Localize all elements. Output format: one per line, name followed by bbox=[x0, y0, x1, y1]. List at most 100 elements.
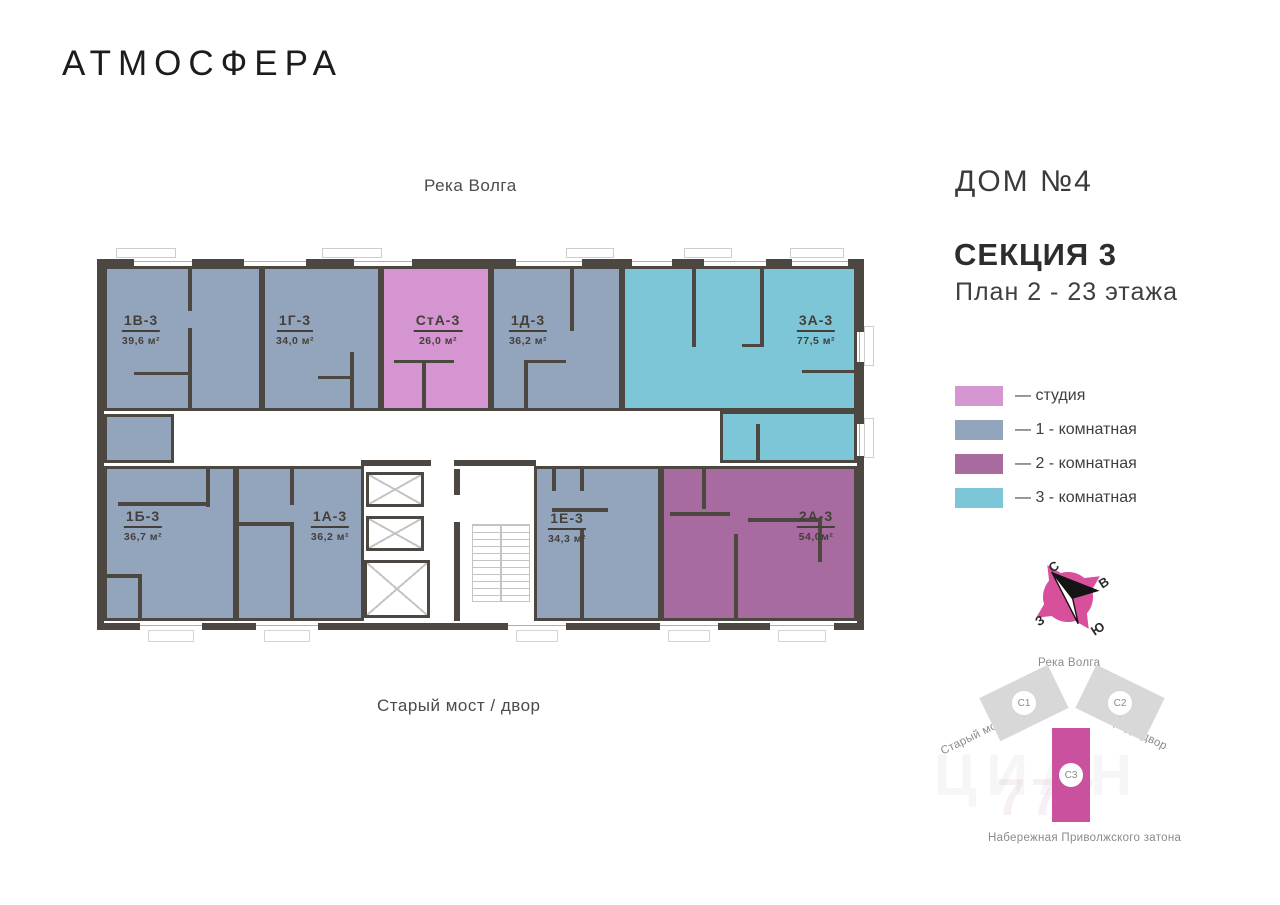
interior-wall bbox=[528, 360, 566, 363]
floors-subtitle: План 2 - 23 этажа bbox=[955, 278, 1178, 306]
apartment-label-1g: 1Г-3 34,0 м² bbox=[276, 312, 314, 347]
balcony bbox=[778, 630, 826, 642]
interior-wall bbox=[118, 502, 206, 506]
apartment-area: 77,5 м² bbox=[796, 335, 836, 347]
legend-item-studio: — студия bbox=[955, 384, 1215, 408]
apartment-area: 39,6 м² bbox=[121, 335, 161, 347]
legend-swatch-studio bbox=[955, 386, 1003, 406]
window bbox=[704, 259, 766, 266]
apartment-name: 1Е-3 bbox=[548, 510, 586, 530]
legend: — студия — 1 - комнатная — 2 - комнатная… bbox=[955, 384, 1215, 520]
interior-wall bbox=[236, 522, 292, 526]
balcony bbox=[668, 630, 710, 642]
window-sill bbox=[566, 248, 614, 258]
apartment-1v[interactable] bbox=[104, 266, 262, 411]
legend-swatch-2room bbox=[955, 454, 1003, 474]
apartment-1a[interactable] bbox=[236, 466, 364, 621]
interior-wall bbox=[524, 360, 528, 411]
balcony bbox=[516, 630, 558, 642]
legend-item-1room: — 1 - комнатная bbox=[955, 418, 1215, 442]
apartment-area: 36,7 м² bbox=[123, 531, 163, 543]
legend-item-3room: — 3 - комнатная bbox=[955, 486, 1215, 510]
apartment-label-1a: 1А-3 36,2 м² bbox=[310, 508, 350, 543]
river-label: Река Волга bbox=[424, 176, 517, 195]
legend-label-2room: — 2 - комнатная bbox=[1015, 455, 1137, 472]
interior-wall bbox=[734, 534, 738, 621]
apartment-name: 2А-3 bbox=[796, 508, 836, 528]
window bbox=[857, 424, 864, 456]
interior-wall bbox=[552, 469, 556, 491]
window bbox=[792, 259, 848, 266]
apartment-label-3a: 3А-3 77,5 м² bbox=[796, 312, 836, 347]
interior-wall bbox=[138, 574, 142, 621]
interior-wall bbox=[134, 372, 188, 375]
apartment-2a[interactable] bbox=[661, 466, 857, 621]
apartment-label-2a: 2А-3 54,0м² bbox=[796, 508, 836, 543]
apartment-3a[interactable] bbox=[622, 266, 857, 411]
apartment-label-sta: СтА-3 26,0 м² bbox=[413, 312, 463, 347]
apartment-name: 1Б-3 bbox=[123, 508, 163, 528]
corridor-wall bbox=[361, 460, 431, 466]
watermark-text: ЦИАН bbox=[934, 743, 1142, 808]
interior-wall bbox=[670, 512, 730, 516]
apartment-name: 1Д-3 bbox=[508, 312, 548, 332]
interior-wall bbox=[552, 508, 608, 512]
interior-wall bbox=[350, 352, 354, 411]
legend-item-2room: — 2 - комнатная bbox=[955, 452, 1215, 476]
window bbox=[660, 623, 718, 630]
building-badge: С3 bbox=[1059, 763, 1083, 787]
interior-wall bbox=[394, 360, 454, 363]
elevator-shaft bbox=[364, 560, 430, 618]
apartment-area: 36,2 м² bbox=[310, 531, 350, 543]
compass-east-label: В bbox=[1096, 574, 1112, 592]
interior-wall bbox=[702, 469, 706, 509]
interior-wall bbox=[290, 522, 294, 621]
apartment-area: 54,0м² bbox=[798, 531, 834, 543]
interior-wall bbox=[206, 469, 210, 507]
interior-wall bbox=[290, 469, 294, 505]
interior-wall bbox=[107, 574, 141, 578]
window bbox=[516, 259, 582, 266]
legend-swatch-3room bbox=[955, 488, 1003, 508]
apartment-area: 34,0 м² bbox=[275, 335, 315, 347]
elevator-shaft bbox=[366, 516, 424, 551]
apartment-name: СтА-3 bbox=[413, 312, 463, 332]
window-sill bbox=[790, 248, 844, 258]
siteplan-river-label: Река Волга bbox=[1038, 657, 1101, 669]
interior-wall bbox=[318, 376, 350, 379]
interior-wall bbox=[818, 518, 822, 562]
apartment-sta[interactable] bbox=[381, 266, 491, 411]
apartment-label-1b: 1Б-3 36,7 м² bbox=[123, 508, 163, 543]
window bbox=[244, 259, 306, 266]
window bbox=[770, 623, 834, 630]
compass-needle-dark bbox=[1051, 571, 1100, 599]
apartment-name: 1В-3 bbox=[121, 312, 161, 332]
legend-label-3room: — 3 - комнатная bbox=[1015, 489, 1137, 506]
interior-wall bbox=[570, 269, 574, 331]
window bbox=[354, 259, 412, 266]
apartment-1v-annex[interactable] bbox=[104, 414, 174, 463]
apartment-1b[interactable] bbox=[104, 466, 236, 621]
balcony bbox=[148, 630, 194, 642]
apartment-1e[interactable] bbox=[534, 466, 661, 621]
window bbox=[857, 332, 864, 362]
siteplan-building-c3-active[interactable]: С3 bbox=[1052, 728, 1090, 822]
legend-label-1room: — 1 - комнатная bbox=[1015, 421, 1137, 438]
apartment-1g[interactable] bbox=[262, 266, 381, 411]
apartment-label-1d: 1Д-3 36,2 м² bbox=[508, 312, 548, 347]
interior-wall bbox=[580, 469, 584, 491]
apartment-3a-annex[interactable] bbox=[720, 411, 857, 463]
legend-swatch-1room bbox=[955, 420, 1003, 440]
window-sill bbox=[864, 326, 874, 366]
elevator-shaft bbox=[366, 472, 424, 507]
window-sill bbox=[322, 248, 382, 258]
apartment-name: 1Г-3 bbox=[276, 312, 314, 332]
interior-wall bbox=[692, 269, 696, 347]
window bbox=[140, 623, 202, 630]
apartment-1d[interactable] bbox=[491, 266, 622, 411]
section-title: СЕКЦИЯ 3 bbox=[954, 237, 1118, 272]
street-label: Старый мост / двор bbox=[377, 696, 541, 715]
apartment-name: 3А-3 bbox=[796, 312, 836, 332]
building-badge: С2 bbox=[1108, 691, 1132, 715]
